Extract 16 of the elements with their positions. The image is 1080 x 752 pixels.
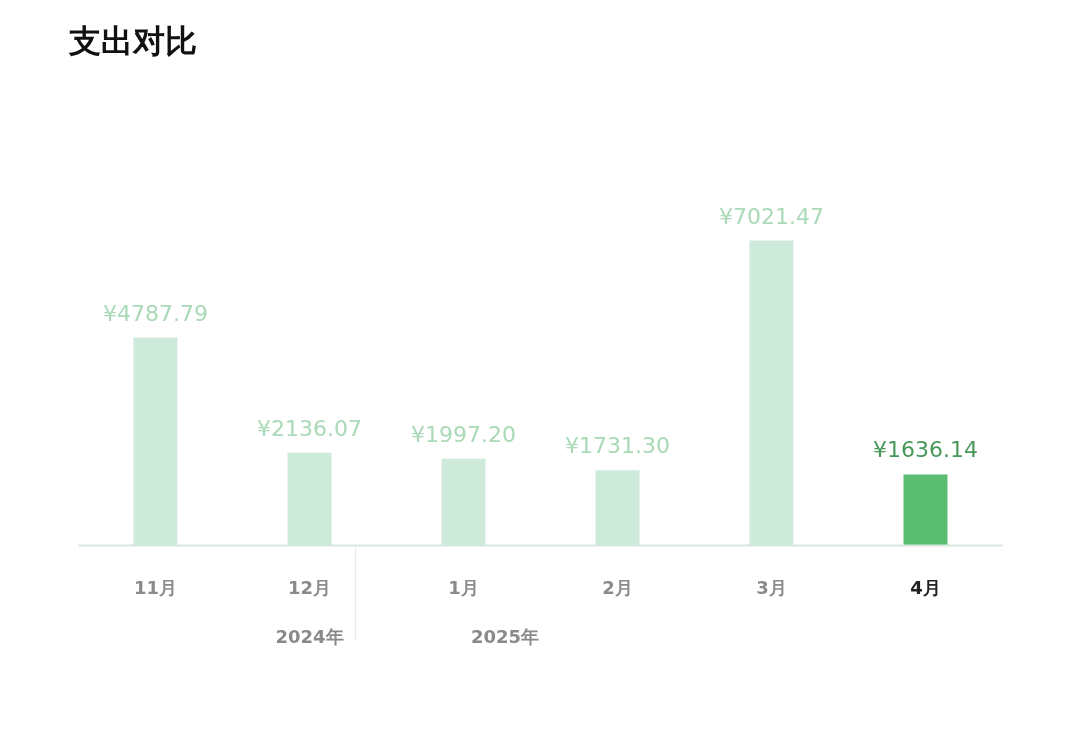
data-label: ¥4787.79 [103,300,208,326]
x-tick-label: 12月 [287,577,332,598]
x-tick-label: 1月 [448,577,479,598]
x-tick-label: 4月 [910,577,941,598]
x-tick-label: 3月 [756,577,787,598]
x-tick-label: 2月 [602,577,633,598]
data-label: ¥7021.47 [719,203,824,229]
data-label: ¥1636.14 [873,437,978,463]
data-label: ¥1997.20 [411,421,516,447]
bar [903,474,948,546]
x-tick-label: 11月 [133,577,178,598]
text: 2024年 [275,626,344,647]
data-label: ¥2136.07 [257,415,362,441]
text: 2025年 [471,626,540,647]
chart-title: 支出对比 [67,21,197,60]
data-label: ¥1731.30 [565,433,670,459]
